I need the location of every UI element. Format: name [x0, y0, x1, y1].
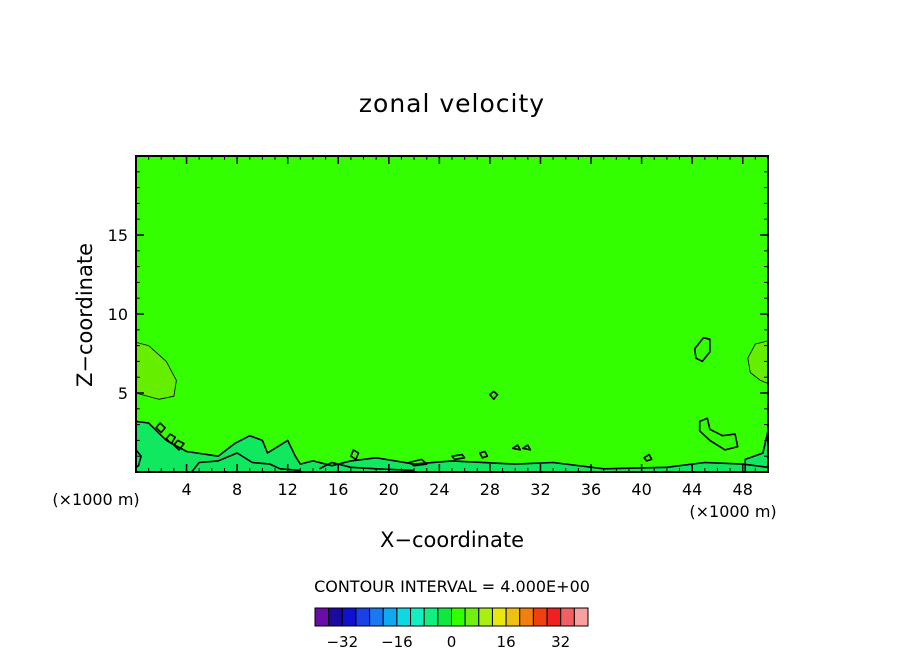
x-unit-label-left: (×1000 m): [52, 490, 139, 509]
colorbar-tick-label: −16: [381, 633, 413, 651]
colorbar-swatch: [573, 607, 589, 627]
x-tick-label: 4: [181, 480, 191, 499]
x-tick-label: 12: [278, 480, 298, 499]
contour-line-15: [744, 430, 769, 472]
region-negative-2: [136, 421, 768, 472]
field-background: [136, 156, 768, 472]
colorbar-swatch: [491, 607, 507, 627]
colorbar-swatch: [396, 607, 412, 627]
colorbar-swatch: [546, 607, 562, 627]
contour-line-10: [511, 444, 522, 451]
colorbar-swatch: [423, 607, 439, 627]
colorbar-swatch: [355, 607, 371, 627]
colorbar-swatch: [369, 607, 384, 627]
colorbar-swatch: [328, 607, 343, 627]
x-tick-label: 28: [480, 480, 500, 499]
contour-line-3: [155, 422, 166, 434]
x-tick-label: 44: [682, 480, 702, 499]
colorbar-swatch: [437, 607, 453, 627]
colorbar-swatch: [464, 607, 480, 627]
contour-line-7: [408, 458, 428, 467]
contour-line-2: [698, 417, 739, 451]
colorbar-swatch: [532, 607, 548, 627]
colorbar-swatch: [478, 607, 493, 627]
y-axis-label: Z−coordinate: [73, 243, 97, 387]
y-tick-label: 5: [118, 384, 128, 403]
colorbar: [314, 607, 589, 627]
region-positive-1: [747, 340, 768, 384]
contour-line-11: [521, 444, 532, 451]
axis-ticks: [136, 156, 768, 472]
x-tick-label: 24: [429, 480, 449, 499]
chart-title: zonal velocity: [359, 89, 545, 118]
contour-interval-label: CONTOUR INTERVAL = 4.000E+00: [314, 577, 590, 596]
contour-line-6: [350, 449, 360, 461]
colorbar-swatch: [519, 607, 534, 627]
colorbar-swatch: [560, 607, 575, 627]
contour-line-16: [190, 452, 301, 473]
x-tick-label: 36: [581, 480, 601, 499]
region-negative-3: [745, 430, 768, 472]
y-tick-label: 15: [108, 226, 128, 245]
colorbar-swatch: [382, 607, 398, 627]
x-tick-label: 40: [631, 480, 651, 499]
colorbar-labels: −32 −16 0 16 32: [326, 633, 570, 651]
x-tick-label: 8: [232, 480, 242, 499]
contour-line-8: [451, 453, 466, 461]
colorbar-tick-label: 32: [551, 633, 570, 651]
colorbar-swatch: [314, 607, 330, 627]
colorbar-tick-label: −32: [326, 633, 358, 651]
contour-line-0: [693, 336, 711, 363]
x-unit-label-right: (×1000 m): [689, 502, 776, 521]
contour-line-13: [135, 449, 142, 468]
colorbar-swatch: [505, 607, 521, 627]
contour-line-5: [173, 439, 185, 451]
plot-area: [135, 155, 769, 473]
contour-line-9: [478, 450, 489, 459]
colorbar-tick-label: 0: [447, 633, 457, 651]
x-axis-label: X−coordinate: [380, 528, 524, 552]
x-tick-label: 32: [530, 480, 550, 499]
x-tick-label: 16: [328, 480, 348, 499]
contour-line-18: [135, 342, 177, 400]
x-tick-label: 20: [379, 480, 399, 499]
colorbar-swatch: [451, 607, 466, 627]
region-positive-0: [136, 342, 177, 400]
colorbar-swatch: [410, 607, 425, 627]
x-tick-label: 48: [733, 480, 753, 499]
contour-line-19: [747, 340, 769, 384]
y-tick-label: 10: [108, 305, 128, 324]
contour-line-1: [489, 390, 499, 401]
shaded-regions: [136, 340, 768, 472]
colorbar-tick-label: 16: [497, 633, 516, 651]
colorbar-swatch: [341, 607, 357, 627]
contour-line-12: [643, 453, 653, 462]
